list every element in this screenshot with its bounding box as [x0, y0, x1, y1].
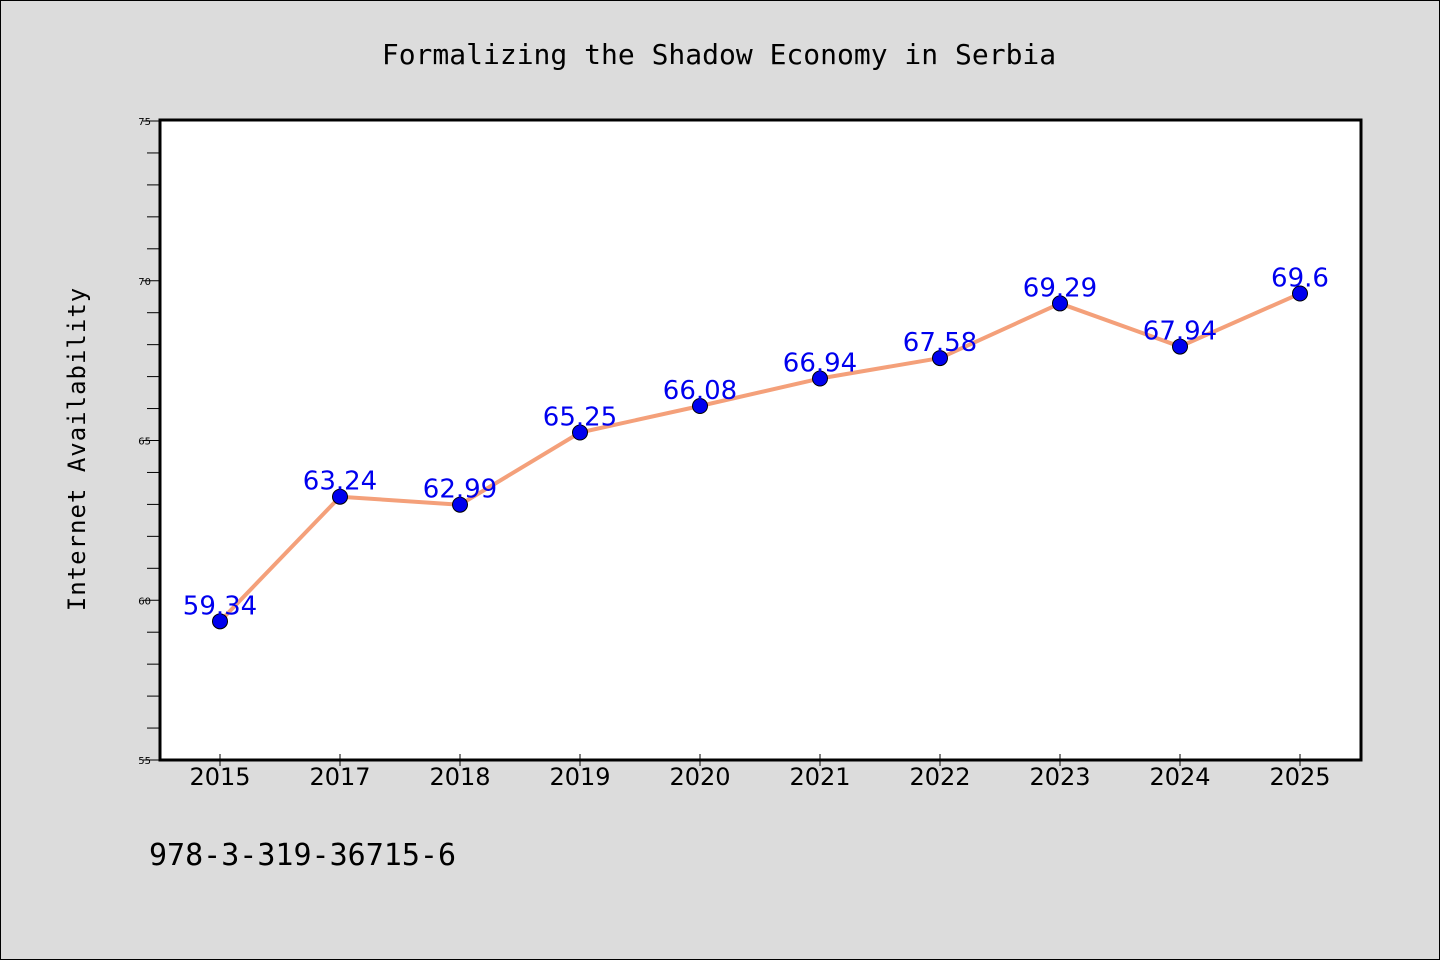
data-label: 63.24	[303, 467, 377, 497]
data-point	[1052, 295, 1068, 312]
data-point	[932, 350, 948, 367]
y-tick-label: 55	[138, 756, 151, 767]
y-tick-label: 70	[138, 277, 151, 288]
data-point	[452, 496, 468, 513]
data-point	[1292, 285, 1308, 302]
x-tick-label: 2017	[309, 763, 370, 791]
y-tick-label: 75	[138, 117, 151, 128]
data-label: 69.29	[1023, 273, 1097, 303]
data-label: 66.08	[663, 376, 737, 406]
data-point	[212, 613, 228, 630]
x-tick-label: 2021	[789, 763, 850, 791]
y-axis-label: Internet Availability	[63, 287, 91, 611]
data-point	[1172, 338, 1188, 355]
y-axis: 55 60 65 70 75	[138, 117, 161, 767]
x-tick-label: 2022	[909, 763, 970, 791]
plot-area	[158, 118, 1363, 762]
data-label: 67.58	[903, 328, 977, 358]
x-tick-label: 2015	[189, 763, 250, 791]
y-tick-label: 65	[138, 437, 151, 448]
data-label: 67.94	[1143, 317, 1217, 347]
data-point	[572, 424, 588, 441]
footer-isbn: 978-3-319-36715-6	[149, 838, 456, 873]
data-label: 59.34	[183, 591, 257, 621]
x-tick-label: 2024	[1149, 763, 1210, 791]
data-point	[692, 397, 708, 414]
x-tick-label: 2025	[1269, 763, 1330, 791]
data-labels: 59.34 63.24 62.99 65.25 66.08 66.94 67.58 69.29…	[183, 264, 1329, 622]
data-markers	[212, 285, 1308, 630]
x-tick-label: 2023	[1029, 763, 1090, 791]
data-label: 69.6	[1271, 264, 1329, 294]
x-tick-label: 2019	[549, 763, 610, 791]
data-label: 65.25	[543, 403, 617, 433]
data-label: 66.94	[783, 349, 857, 379]
x-tick-label: 2020	[669, 763, 730, 791]
series-line	[218, 291, 1301, 623]
data-point	[812, 370, 828, 387]
y-tick-label: 60	[138, 596, 151, 607]
data-point	[332, 488, 348, 505]
data-label: 62.99	[423, 475, 497, 505]
x-axis: 2015 2017 2018 2019 2020 2021 2022 2023 2024 2025	[189, 754, 1331, 791]
chart-title: Formalizing the Shadow Economy in Serbia	[382, 38, 1056, 71]
x-tick-label: 2018	[429, 763, 490, 791]
